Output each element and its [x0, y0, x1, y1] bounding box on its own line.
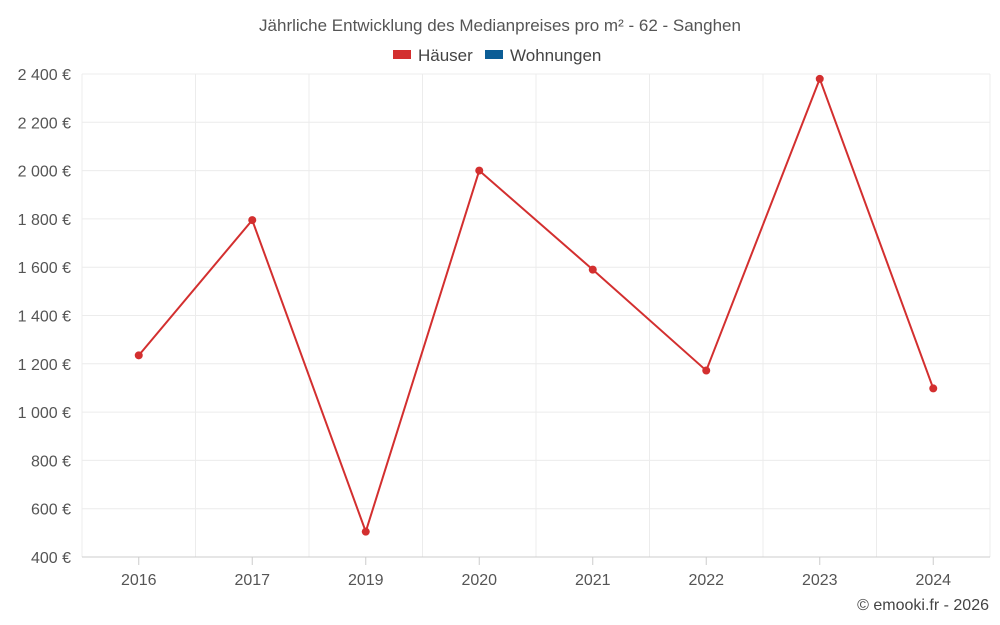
x-tick-label-2024: 2024 [915, 572, 951, 589]
legend-swatch-wohnungen [485, 50, 503, 59]
y-tick-label-7: 1 800 € [18, 212, 71, 229]
y-tick-label-4: 1 200 € [18, 357, 71, 374]
data-point-2024[interactable] [929, 384, 938, 393]
x-tick-label-2021: 2021 [575, 572, 611, 589]
x-tick-label-2016: 2016 [121, 572, 157, 589]
x-tick-label-2022: 2022 [688, 572, 724, 589]
x-tick-label-2017: 2017 [234, 572, 270, 589]
y-tick-label-3: 1 000 € [18, 405, 71, 422]
y-tick-label-0: 400 € [31, 550, 71, 567]
y-tick-label-8: 2 000 € [18, 164, 71, 181]
data-point-2020[interactable] [475, 166, 484, 175]
data-point-2019[interactable] [361, 527, 370, 536]
legend-label-haeuser: Häuser [418, 46, 473, 65]
chart-title: Jährliche Entwicklung des Medianpreises … [259, 16, 741, 35]
credit-text: © emooki.fr - 2026 [857, 597, 989, 614]
data-point-2022[interactable] [702, 366, 711, 375]
data-point-2021[interactable] [588, 265, 597, 274]
data-point-2016[interactable] [134, 351, 143, 360]
legend-swatch-haeuser [393, 50, 411, 59]
y-tick-label-5: 1 400 € [18, 309, 71, 326]
legend-item-wohnungen[interactable]: Wohnungen [485, 46, 601, 65]
x-axis-ticks: 2016 2017 2019 2020 2021 2022 2023 2024 [121, 557, 951, 589]
y-tick-label-9: 2 200 € [18, 115, 71, 132]
series-haeuser [134, 74, 938, 536]
data-point-2023[interactable] [815, 74, 824, 83]
data-point-2017[interactable] [248, 216, 257, 225]
series-line-haeuser [137, 77, 935, 533]
legend-item-haeuser[interactable]: Häuser [393, 46, 473, 65]
x-gridlines [81, 74, 991, 557]
legend: Häuser Wohnungen [393, 46, 601, 65]
y-tick-label-1: 600 € [31, 502, 71, 519]
y-tick-label-10: 2 400 € [18, 67, 71, 84]
x-tick-label-2019: 2019 [348, 572, 384, 589]
x-tick-label-2023: 2023 [802, 572, 838, 589]
y-tick-label-2: 800 € [31, 453, 71, 470]
y-tick-label-6: 1 600 € [18, 260, 71, 277]
legend-label-wohnungen: Wohnungen [510, 46, 601, 65]
y-axis-ticks: 400 € 600 € 800 € 1 000 € 1 200 € 1 400 € 1 60… [18, 67, 71, 567]
x-tick-label-2020: 2020 [461, 572, 497, 589]
